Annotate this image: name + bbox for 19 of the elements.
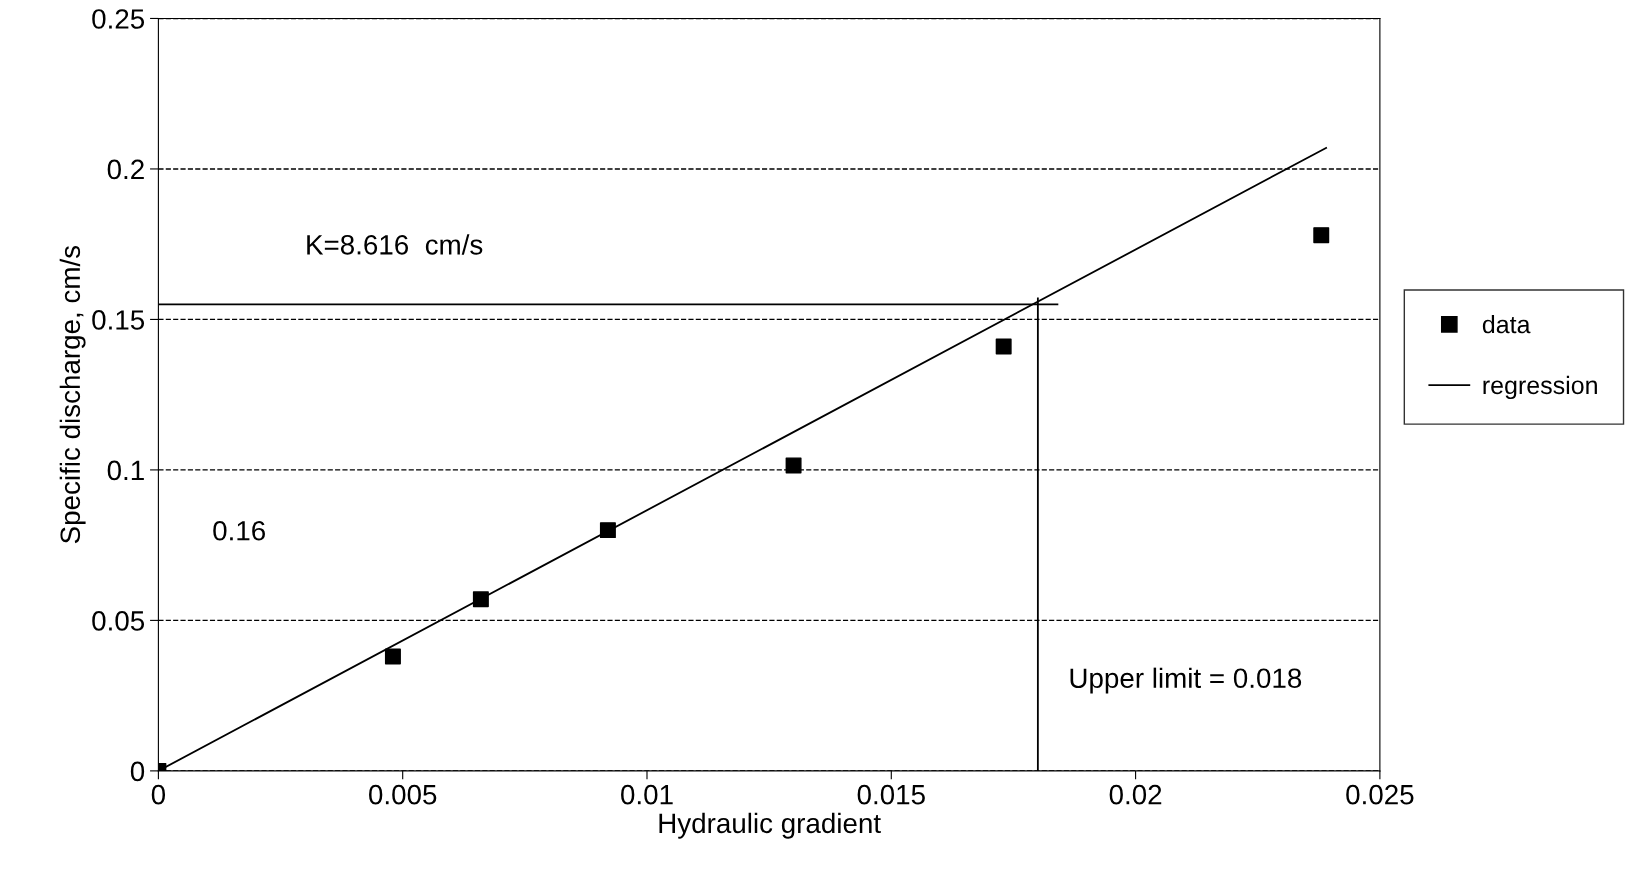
x-tick-label: 0.01	[621, 784, 673, 805]
legend-label: regression	[1483, 375, 1597, 400]
y-tick-label: 0.2	[107, 159, 144, 180]
x-tick-label: 0.025	[1346, 784, 1414, 805]
y-tick-label: 0	[130, 761, 145, 782]
x-axis-title: Hydraulic gradient	[659, 812, 881, 839]
annotation: Upper limit = 0.018	[1070, 667, 1302, 694]
y-axis-title: Specific discharge, cm/s	[59, 245, 86, 544]
y-tick-label: 0.15	[92, 310, 145, 330]
x-tick-label: 0.015	[857, 784, 925, 805]
x-tick-label: 0.005	[369, 784, 437, 805]
y-tick-label: 0.1	[107, 460, 144, 481]
y-tick-label: 0.25	[92, 9, 145, 29]
annotation: 0.16	[213, 520, 265, 541]
y-tick-label: 0.05	[92, 611, 145, 631]
x-tick-label: 0	[151, 784, 166, 805]
x-tick-label: 0.02	[1109, 784, 1162, 805]
annotation: K=8.616 cm/s	[307, 234, 483, 255]
legend-label: data	[1482, 315, 1531, 334]
